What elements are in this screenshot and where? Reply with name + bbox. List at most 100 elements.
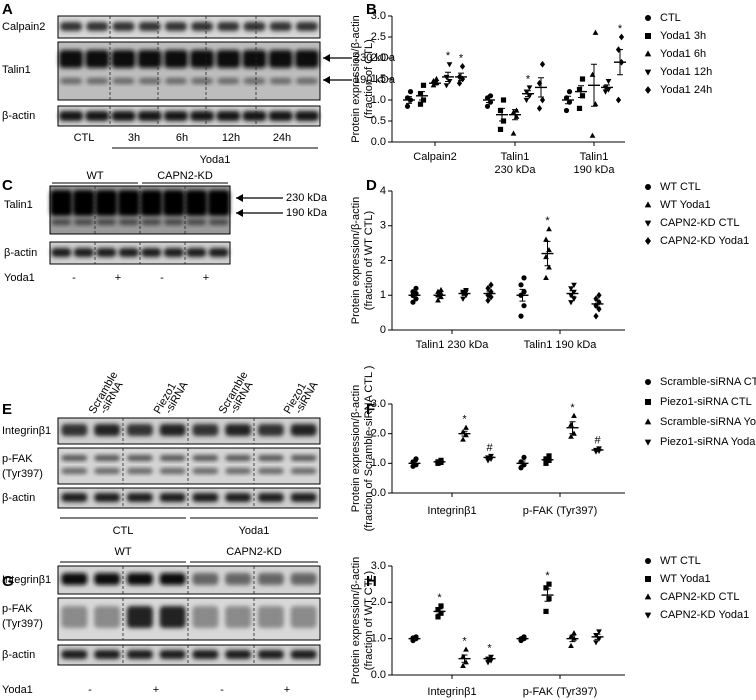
data-point [518, 282, 524, 288]
blot-band [257, 468, 284, 474]
error-bar [411, 292, 418, 298]
significance-mark: * [618, 23, 623, 35]
blot-band [117, 190, 140, 216]
x-tick-label: Talin1 [501, 151, 530, 163]
panel-letter: A [2, 1, 13, 18]
panel-letter: E [2, 401, 12, 418]
legend-marker [644, 201, 652, 208]
legend-marker [645, 33, 651, 39]
arrow-label: 230 kDa [286, 192, 328, 204]
blot-band [217, 78, 240, 84]
data-point [521, 303, 527, 309]
blot-band [242, 111, 267, 121]
error-bar [436, 608, 443, 615]
blot-background [57, 15, 321, 39]
blot-band [61, 573, 88, 585]
treatment-label: Yoda1 [4, 272, 35, 284]
legend-marker [644, 612, 652, 619]
blot-band [94, 493, 121, 502]
data-point [485, 297, 491, 304]
data-point [592, 101, 599, 107]
blot-band [192, 424, 219, 436]
blot-band [257, 493, 284, 502]
data-point [596, 291, 602, 299]
blot-band [225, 493, 252, 502]
blot-band [61, 493, 88, 502]
lane-label: 24h [273, 132, 291, 144]
arrow-head [323, 54, 330, 62]
blot-band [141, 248, 162, 257]
blot-band [126, 493, 153, 502]
data-point [539, 60, 546, 68]
error-bar [569, 290, 576, 297]
blot-band [290, 493, 317, 502]
blot-band [159, 573, 186, 585]
error-bar [544, 240, 551, 267]
blot-band [159, 455, 186, 461]
data-point [460, 289, 466, 295]
row-label: Integrinβ1 [2, 425, 51, 437]
legend-marker [645, 558, 651, 564]
legend-label: Piezo1-siRNA CTL [660, 396, 752, 408]
row-label: (Tyr397) [2, 618, 43, 630]
data-point [485, 284, 491, 292]
blot-band [192, 468, 219, 474]
data-point [463, 287, 469, 294]
data-point [417, 91, 424, 97]
blot-band [94, 468, 121, 474]
blot-band [61, 455, 88, 461]
blot-band [290, 455, 317, 461]
row-label: Integrinβ1 [2, 574, 51, 586]
significance-mark: # [486, 442, 493, 454]
data-point [438, 286, 444, 293]
data-point [596, 629, 602, 635]
blot-band [51, 248, 72, 257]
blot-band [163, 248, 184, 257]
error-bar [512, 109, 518, 121]
blot-band [85, 50, 110, 68]
data-point [435, 288, 441, 294]
blot-band [294, 111, 319, 121]
y-tick-label: 3.0 [371, 398, 386, 410]
blot-band [164, 78, 187, 84]
blot-band [225, 573, 252, 585]
legend-label: Yoda1 3h [660, 30, 706, 42]
blot-band [159, 650, 186, 659]
row-label: p-FAK [2, 453, 33, 465]
data-point [579, 93, 586, 99]
data-point [460, 296, 466, 302]
group-label: WT [114, 546, 131, 558]
data-point [485, 660, 491, 666]
error-bar [461, 654, 468, 663]
arrow-head [236, 209, 243, 217]
error-bar [519, 637, 526, 640]
lane-label: 3h [128, 132, 140, 144]
blot-band [191, 78, 214, 84]
blot-band [225, 424, 252, 436]
arrow-label: 230 kDa [354, 52, 396, 64]
legend-marker [645, 399, 651, 405]
data-point [463, 424, 469, 430]
data-point [568, 421, 574, 427]
blot-band [191, 22, 214, 31]
data-point [566, 89, 573, 95]
legend-label: CAPN2-KD Yoda1 [660, 609, 749, 621]
blot-band [61, 424, 88, 436]
blot-band [126, 468, 153, 474]
panel-letter: G [2, 573, 14, 590]
sign-label: + [203, 272, 209, 284]
x-tick-label: Talin1 230 kDa [416, 339, 490, 351]
blot-band [94, 650, 121, 659]
data-point [435, 614, 441, 620]
row-label: β-actin [4, 247, 37, 259]
data-point [413, 285, 419, 291]
significance-mark: * [446, 50, 451, 62]
data-point [543, 236, 549, 242]
blot-band [159, 606, 186, 628]
error-bar [591, 63, 597, 107]
group-label: CAPN2-KD [226, 546, 282, 558]
data-point [546, 264, 552, 270]
legend-marker [644, 220, 652, 227]
legend-label: Scramble-siRNA CTL [660, 376, 756, 388]
blot-band [140, 190, 163, 216]
